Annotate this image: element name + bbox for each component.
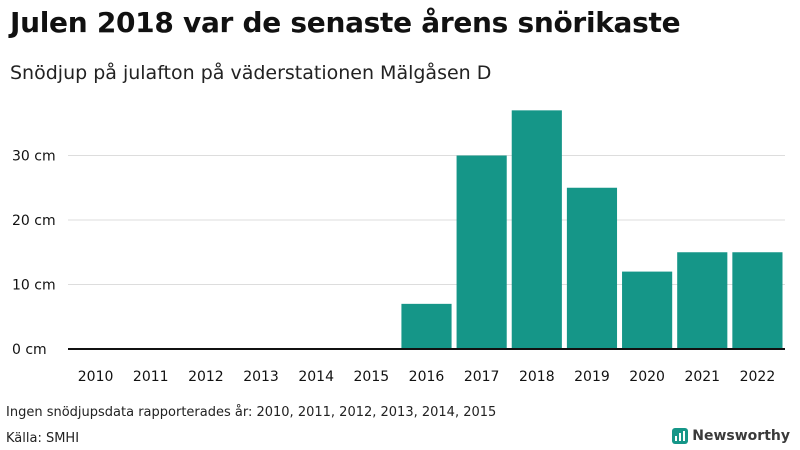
x-tick-label: 2016	[409, 369, 445, 385]
bar-2018	[511, 110, 562, 349]
source-credit: Källa: SMHI	[6, 431, 80, 446]
x-tick-label: 2012	[188, 369, 224, 385]
bar-2017	[456, 155, 507, 349]
x-tick-label: 2020	[629, 369, 665, 385]
bar-2022	[732, 252, 783, 349]
x-tick-label: 2011	[133, 369, 169, 385]
y-tick-label: 30 cm	[12, 149, 56, 165]
brand-name: Newsworthy	[692, 428, 790, 444]
x-tick-label: 2013	[243, 369, 279, 385]
x-axis-tick-labels: 2010 2011 2012 2013 2014 2015 2016 2017 2018 2019…	[78, 369, 775, 385]
y-tick-label: 20 cm	[12, 213, 56, 229]
bar-2019	[566, 187, 618, 349]
missing-data-note: Ingen snödjupsdata rapporterades år: 201…	[6, 405, 497, 420]
y-tick-label: 0 cm	[12, 342, 47, 358]
x-tick-label: 2022	[740, 369, 776, 385]
chart-subtitle: Snödjup på julafton på väderstationen Mä…	[10, 62, 492, 84]
x-tick-label: 2021	[684, 369, 720, 385]
bars	[401, 110, 783, 349]
x-tick-label: 2019	[574, 369, 610, 385]
bar-chart-logo-icon	[672, 428, 689, 444]
chart-title: Julen 2018 var de senaste årens snörikas…	[10, 6, 681, 39]
x-tick-label: 2015	[354, 369, 390, 385]
x-tick-label: 2010	[78, 369, 114, 385]
newsworthy-logo: Newsworthy	[672, 428, 790, 444]
x-tick-label: 2018	[519, 369, 555, 385]
y-tick-label: 10 cm	[12, 278, 56, 294]
bar-2016	[401, 303, 452, 349]
bar-2021	[677, 252, 728, 349]
x-tick-label: 2017	[464, 369, 500, 385]
x-tick-label: 2014	[298, 369, 334, 385]
bar-2020	[622, 271, 673, 349]
y-axis-tick-labels: 0 cm 10 cm 20 cm 30 cm	[12, 149, 56, 359]
